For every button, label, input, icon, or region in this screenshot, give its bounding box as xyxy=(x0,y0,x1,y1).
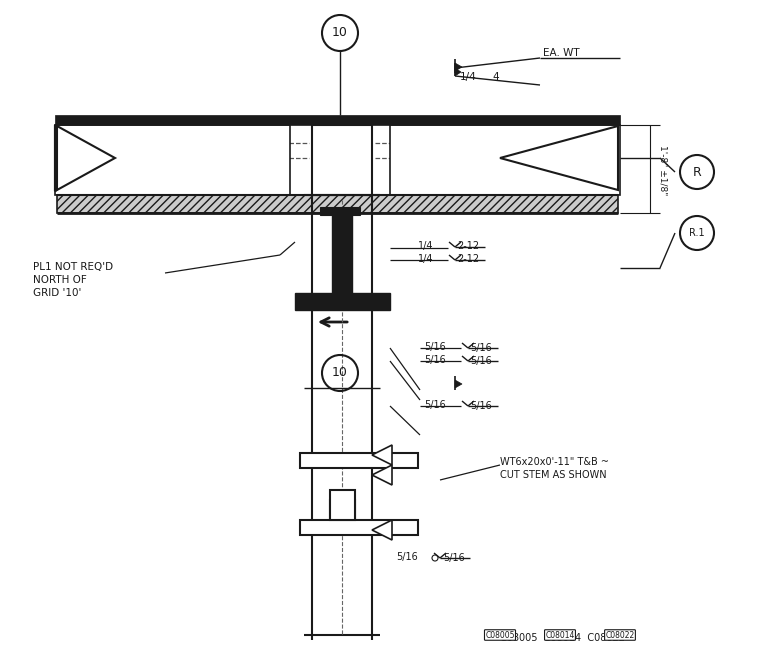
Bar xyxy=(320,207,360,215)
Text: R: R xyxy=(693,166,701,178)
Text: C08014: C08014 xyxy=(545,631,574,640)
Text: 2-12: 2-12 xyxy=(457,241,479,251)
Text: 5/16: 5/16 xyxy=(424,400,446,410)
Text: 5/16: 5/16 xyxy=(470,401,492,411)
Bar xyxy=(55,115,620,125)
Text: 1/4: 1/4 xyxy=(418,254,433,264)
Polygon shape xyxy=(455,63,462,71)
Bar xyxy=(300,453,418,468)
Text: 5/16: 5/16 xyxy=(470,343,492,353)
Text: 5/16: 5/16 xyxy=(470,356,492,366)
Polygon shape xyxy=(455,68,461,76)
Text: C08022: C08022 xyxy=(605,631,634,640)
Bar xyxy=(330,500,355,532)
Text: PL1 NOT REQ'D: PL1 NOT REQ'D xyxy=(33,262,113,272)
Bar xyxy=(300,520,418,535)
Bar xyxy=(390,125,620,195)
Text: C08005: C08005 xyxy=(485,631,515,640)
Bar xyxy=(295,293,390,310)
Bar xyxy=(332,210,352,305)
Polygon shape xyxy=(372,465,392,485)
Text: 1/4: 1/4 xyxy=(460,72,477,82)
Text: 1'-8" ±1/8": 1'-8" ±1/8" xyxy=(658,145,667,195)
Text: R.1: R.1 xyxy=(689,228,705,238)
Bar xyxy=(312,125,372,195)
Polygon shape xyxy=(57,126,115,190)
Polygon shape xyxy=(372,445,392,465)
Polygon shape xyxy=(55,125,95,191)
Text: NORTH OF: NORTH OF xyxy=(33,275,87,285)
Text: 10: 10 xyxy=(332,27,348,40)
Text: 5/16: 5/16 xyxy=(424,342,446,352)
Text: 1/4: 1/4 xyxy=(418,241,433,251)
Polygon shape xyxy=(500,126,618,190)
Text: 5/16: 5/16 xyxy=(424,355,446,365)
Text: 2-12: 2-12 xyxy=(457,254,479,264)
Text: 5/16: 5/16 xyxy=(443,553,465,563)
Text: 4: 4 xyxy=(492,72,498,82)
Text: EA. WT: EA. WT xyxy=(543,48,580,58)
Text: CUT STEM AS SHOWN: CUT STEM AS SHOWN xyxy=(500,470,607,480)
Text: GRID '10': GRID '10' xyxy=(33,288,81,298)
Bar xyxy=(55,125,290,195)
Text: WT6x20x0'-11" T&B ~: WT6x20x0'-11" T&B ~ xyxy=(500,457,609,467)
Bar xyxy=(330,490,355,520)
Bar xyxy=(57,195,618,213)
Polygon shape xyxy=(455,380,462,388)
Text: C08005  C08014  C08022: C08005 C08014 C08022 xyxy=(500,633,625,643)
Polygon shape xyxy=(372,520,392,540)
Text: 10: 10 xyxy=(332,367,348,379)
Text: 5/16: 5/16 xyxy=(396,552,418,562)
Polygon shape xyxy=(55,125,95,191)
